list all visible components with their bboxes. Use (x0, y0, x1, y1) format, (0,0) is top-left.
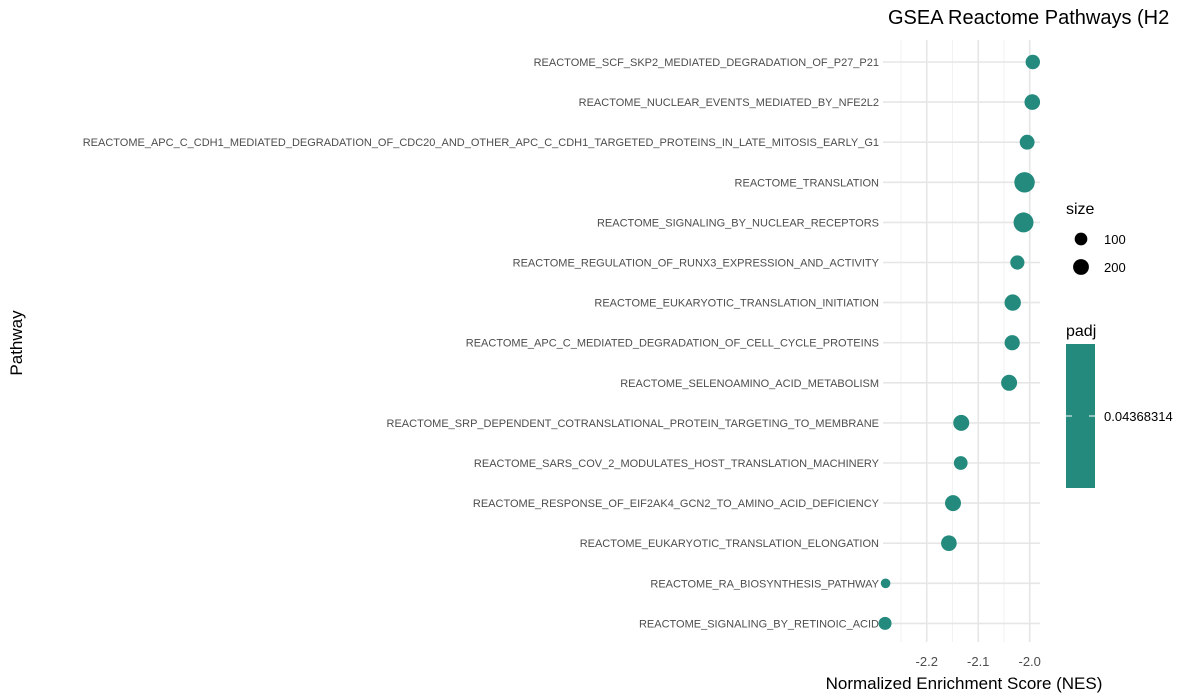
size-legend-keys: 100 200 (1073, 232, 1126, 275)
data-point (880, 578, 891, 589)
data-point (1019, 134, 1035, 150)
size-legend-dot (1073, 259, 1089, 275)
data-point (1001, 374, 1018, 391)
y-tick-label: REACTOME_APC_C_CDH1_MEDIATED_DEGRADATION… (83, 137, 879, 149)
data-point (1013, 212, 1034, 233)
data-point (945, 495, 961, 512)
size-legend-label: 100 (1104, 232, 1126, 247)
y-axis-title: Pathway (7, 310, 26, 376)
data-point (1004, 335, 1020, 351)
chart-title: GSEA Reactome Pathways (H2 (888, 7, 1169, 29)
x-tick-label: -2.2 (916, 654, 938, 669)
data-point (878, 616, 892, 630)
y-tick-label: REACTOME_SIGNALING_BY_NUCLEAR_RECEPTORS (597, 217, 879, 229)
y-tick-label: REACTOME_RESPONSE_OF_EIF2AK4_GCN2_TO_AMI… (473, 498, 880, 510)
x-tick-label: -2.1 (967, 654, 989, 669)
data-point (1024, 94, 1041, 110)
y-tick-label: REACTOME_APC_C_MEDIATED_DEGRADATION_OF_C… (466, 338, 879, 350)
y-tick-label: REACTOME_NUCLEAR_EVENTS_MEDIATED_BY_NFE2… (579, 97, 879, 109)
size-legend: size 100 200 (1066, 201, 1126, 275)
y-tick-label: REACTOME_SCF_SKP2_MEDIATED_DEGRADATION_O… (534, 57, 879, 69)
y-tick-label: REACTOME_SELENOAMINO_ACID_METABOLISM (620, 378, 879, 390)
data-point (1010, 255, 1025, 270)
x-tick-labels: -2.2 -2.1 -2.0 (916, 654, 1041, 669)
data-point (1025, 54, 1040, 70)
y-tick-label: REACTOME_RA_BIOSYNTHESIS_PATHWAY (650, 578, 879, 590)
size-legend-title: size (1066, 201, 1095, 218)
y-tick-label: REACTOME_TRANSLATION (735, 177, 880, 189)
y-tick-label: REACTOME_EUKARYOTIC_TRANSLATION_INITIATI… (594, 298, 879, 310)
data-point (953, 456, 968, 470)
data-point (1004, 294, 1021, 311)
padj-legend-label: 0.04368314 (1104, 409, 1173, 424)
x-axis-title: Normalized Enrichment Score (NES) (826, 674, 1103, 693)
y-tick-label: REACTOME_SIGNALING_BY_RETINOIC_ACID (639, 618, 879, 630)
data-points (878, 54, 1041, 630)
size-legend-dot (1074, 232, 1088, 246)
y-tick-label: REACTOME_SARS_COV_2_MODULATES_HOST_TRANS… (474, 458, 880, 470)
data-point (1014, 172, 1035, 193)
data-point (941, 535, 957, 552)
y-tick-label: REACTOME_SRP_DEPENDENT_COTRANSLATIONAL_P… (387, 418, 879, 430)
padj-legend: padj 0.04368314 (1066, 323, 1173, 488)
x-tick-label: -2.0 (1019, 654, 1041, 669)
y-tick-labels: REACTOME_SCF_SKP2_MEDIATED_DEGRADATION_O… (83, 57, 880, 630)
data-point (953, 414, 970, 431)
padj-legend-title: padj (1066, 323, 1096, 340)
y-tick-label: REACTOME_EUKARYOTIC_TRANSLATION_ELONGATI… (580, 538, 879, 550)
size-legend-label: 200 (1104, 260, 1126, 275)
y-tick-label: REACTOME_REGULATION_OF_RUNX3_EXPRESSION_… (513, 258, 880, 270)
